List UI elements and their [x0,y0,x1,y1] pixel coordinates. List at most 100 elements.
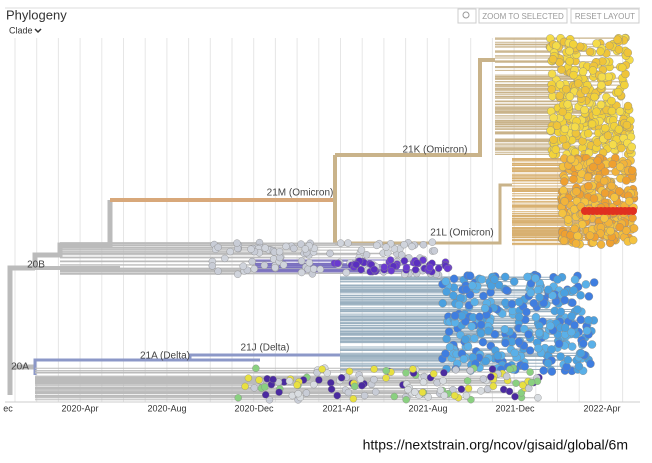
tip [282,242,290,251]
clade-label: 21M (Omicron) [267,188,334,199]
tip [419,378,428,386]
tip [570,224,579,234]
tip [600,167,610,176]
tip [563,355,573,365]
tip [622,176,631,185]
tip [556,352,565,361]
reset-button[interactable] [570,8,640,24]
tip [555,91,564,101]
tip [373,241,381,250]
tip [301,245,309,253]
tip [290,244,298,253]
tip [454,300,464,310]
tip [337,374,346,382]
tip [333,391,341,400]
tip [337,239,345,247]
tip [493,351,502,360]
tip [563,100,572,109]
tip [475,312,484,321]
tip [584,129,593,138]
tip [248,257,256,266]
tip [481,356,490,366]
tip [387,267,395,275]
tip [600,176,609,186]
tip [297,268,306,277]
clade-label: 21L (Omicron) [430,228,494,239]
color-by[interactable]: Clade [9,25,33,35]
dropdown-caret[interactable] [34,28,42,34]
tip [442,287,451,296]
tip [557,65,566,75]
tip [390,392,398,401]
tip [552,121,562,130]
tip [430,247,439,255]
tip [362,251,371,259]
tip [548,55,558,64]
tip [553,275,562,284]
tip [543,359,553,368]
branch [7,265,35,395]
tip [522,307,531,317]
tip [436,386,445,394]
tip [404,385,412,394]
tip [560,296,569,305]
tip [547,69,557,79]
tip [600,188,610,198]
tip [462,285,471,294]
tip [623,48,632,57]
tip [554,339,564,348]
tip [558,107,567,117]
tip [514,312,524,322]
tip [503,372,511,381]
tip [519,381,527,389]
tip [372,388,380,396]
tip [358,381,366,390]
x-tick-label: 2021-Dec [495,403,535,413]
tip [476,320,486,329]
zoom-button[interactable] [478,8,568,24]
tip [615,222,624,232]
search-button[interactable] [457,8,477,24]
tip [607,181,616,191]
tip [457,385,466,393]
tip [465,271,475,280]
tip [507,299,517,309]
tip [440,391,448,400]
tip [349,395,357,403]
tip [512,379,520,387]
tip [418,388,427,397]
tip [500,325,509,334]
tip [247,245,255,253]
tip [568,298,577,307]
tip [477,387,485,395]
search-icon [462,11,470,19]
tip [585,47,595,56]
tip [526,288,535,297]
tip [478,338,488,347]
tip [443,264,452,273]
tip [559,134,568,144]
tip [539,298,548,308]
tip [501,272,510,282]
tip [584,315,593,325]
tip [570,275,580,284]
tip [316,265,324,273]
tip [241,382,249,391]
tip [564,215,573,224]
tip [315,376,323,384]
tip [606,226,615,236]
tip [293,381,301,389]
tip [501,338,510,348]
tip [275,247,284,256]
tip [525,346,535,355]
tip [534,394,542,402]
tip [310,265,318,273]
tip [615,187,624,196]
tip [250,265,259,273]
tip [560,197,569,206]
tip [234,394,242,402]
tip [419,240,428,249]
tip [571,239,581,248]
tip [559,236,569,246]
